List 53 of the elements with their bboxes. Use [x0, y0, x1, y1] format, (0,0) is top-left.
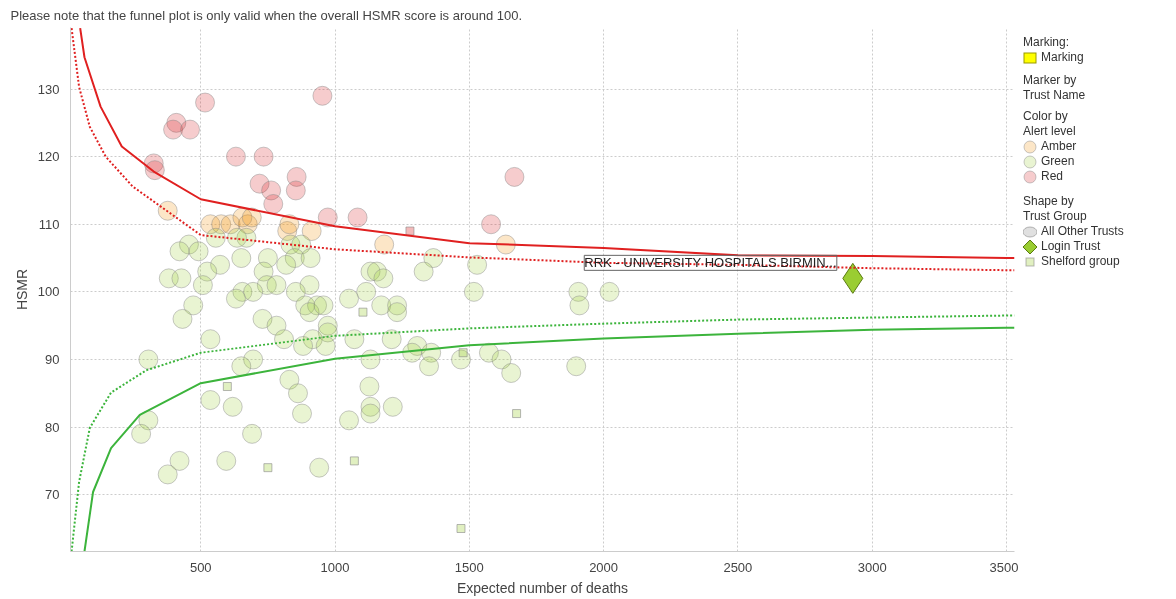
point [253, 146, 274, 167]
x-tick-label: 1000 [320, 559, 350, 575]
point [263, 193, 284, 214]
point [225, 146, 246, 167]
legend-label: Shelford group [1041, 254, 1120, 269]
point [180, 119, 201, 140]
point [349, 456, 359, 466]
point [312, 85, 333, 106]
point [504, 166, 525, 187]
point [157, 200, 178, 221]
y-tick-label: 130 [37, 81, 60, 97]
x-tick-label: 1500 [454, 559, 484, 575]
legend-label: Green [1041, 154, 1075, 169]
text: Color by Alert level [1023, 109, 1077, 139]
x-tick-label: 500 [189, 559, 212, 575]
point [317, 207, 338, 228]
legend-label: Red [1041, 169, 1064, 184]
y-tick-label: 120 [37, 149, 60, 165]
point [358, 307, 368, 317]
legend-label: Amber [1041, 139, 1077, 154]
point [481, 214, 502, 235]
text: Marking: [1023, 35, 1070, 50]
point [456, 524, 466, 534]
text: All Other Trusts [1041, 224, 1124, 239]
x-tick-label: 2500 [723, 559, 753, 575]
point [301, 221, 322, 241]
text: Shape by Trust Group [1023, 194, 1088, 224]
point [374, 234, 395, 255]
point [163, 119, 184, 140]
point [241, 207, 262, 228]
y-tick-label: 70 [45, 487, 60, 503]
chart-title: Please note that the funnel plot is only valid when the overall HSMR score is around 100. [10, 7, 523, 23]
x-axis-title: Expected number of deaths [456, 579, 629, 596]
point [285, 180, 306, 201]
y-tick-label: 110 [38, 216, 60, 232]
point [347, 207, 368, 228]
y-axis-title: HSMR [13, 268, 30, 311]
annotation: RRK - UNIVERSITY HOSPITALS BIRMIN... [584, 255, 837, 271]
point [458, 348, 468, 358]
y-tick-label: 80 [45, 419, 60, 435]
legend-label: Login Trust [1041, 239, 1101, 254]
point [263, 463, 273, 473]
x-tick-label: 2000 [589, 559, 619, 575]
text: Marker by Trust Name [1023, 73, 1087, 103]
x-tick-label: 3000 [857, 559, 887, 575]
x-tick-label: 3500 [989, 559, 1019, 575]
y-tick-label: 100 [37, 284, 60, 300]
point [222, 382, 232, 392]
point [512, 409, 522, 419]
point [195, 92, 216, 113]
point [279, 214, 300, 235]
y-tick-label: 90 [45, 351, 60, 367]
text: Marking [1041, 50, 1084, 65]
